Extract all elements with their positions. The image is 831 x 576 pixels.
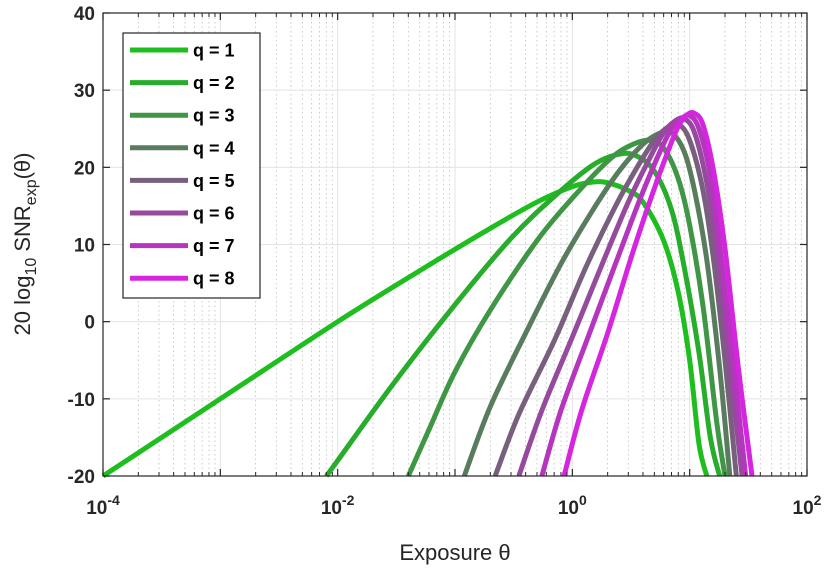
y-tick-label: 30 — [74, 81, 95, 102]
y-tick-label: -10 — [68, 390, 95, 411]
series-line-q7 — [539, 112, 749, 477]
legend-label-q5: q = 5 — [193, 171, 235, 191]
y-tick-label: -20 — [68, 467, 95, 488]
y-tick-label: 0 — [84, 313, 95, 334]
y-axis-label-sub1: 10 — [23, 258, 40, 276]
x-tick-label: 102 — [793, 492, 822, 519]
x-tick-label-base: 10 — [321, 498, 342, 519]
x-tick-label-exponent: 0 — [579, 492, 587, 508]
legend-label-q8: q = 8 — [193, 269, 235, 289]
x-tick-label-base: 10 — [793, 498, 814, 519]
x-tick-label-base: 10 — [86, 498, 107, 519]
series-line-q3 — [406, 137, 728, 478]
y-axis-label-sub2: exp — [23, 179, 40, 205]
x-tick-label-exponent: -2 — [342, 492, 355, 508]
legend-label-q1: q = 1 — [193, 41, 235, 61]
y-axis-label-prefix: 20 log — [10, 276, 35, 336]
legend-label-q4: q = 4 — [193, 138, 235, 158]
y-tick-labels: -20 -10 0 10 20 30 40 — [68, 4, 95, 488]
legend-label-q2: q = 2 — [193, 73, 235, 93]
y-axis-label-suffix: (θ) — [10, 153, 35, 180]
y-tick-label: 10 — [74, 236, 95, 257]
legend-label-q7: q = 7 — [193, 236, 235, 256]
series-line-q1 — [101, 179, 710, 479]
y-axis-label: 20 log10 SNRexp(θ) — [10, 153, 40, 336]
x-tick-label-exponent: 2 — [814, 492, 822, 508]
x-tick-label: 10-2 — [321, 492, 355, 519]
x-tick-label: 10-4 — [86, 492, 120, 519]
x-tick-label-base: 10 — [558, 498, 579, 519]
series-line-q8 — [561, 109, 755, 477]
legend-box — [122, 32, 261, 299]
legend-label-q3: q = 3 — [193, 106, 235, 126]
y-tick-label: 20 — [74, 158, 95, 179]
tick-marks — [102, 12, 808, 477]
x-tick-label: 100 — [558, 492, 587, 519]
series-lines — [101, 109, 755, 479]
legend: q = 1 q = 2 q = 3 q = 4 q = 5 q = 6 q = 7 q = 8 — [122, 32, 261, 299]
x-axis-label: Exposure θ — [399, 540, 510, 565]
x-tick-labels: 10-4 10-2 100 102 — [86, 492, 821, 519]
series-line-q4 — [461, 128, 733, 477]
y-tick-label: 40 — [74, 4, 95, 25]
legend-label-q6: q = 6 — [193, 204, 235, 224]
series-line-q6 — [516, 115, 745, 477]
y-axis-label-mid: SNR — [10, 205, 35, 258]
x-tick-label-exponent: -4 — [107, 492, 120, 508]
